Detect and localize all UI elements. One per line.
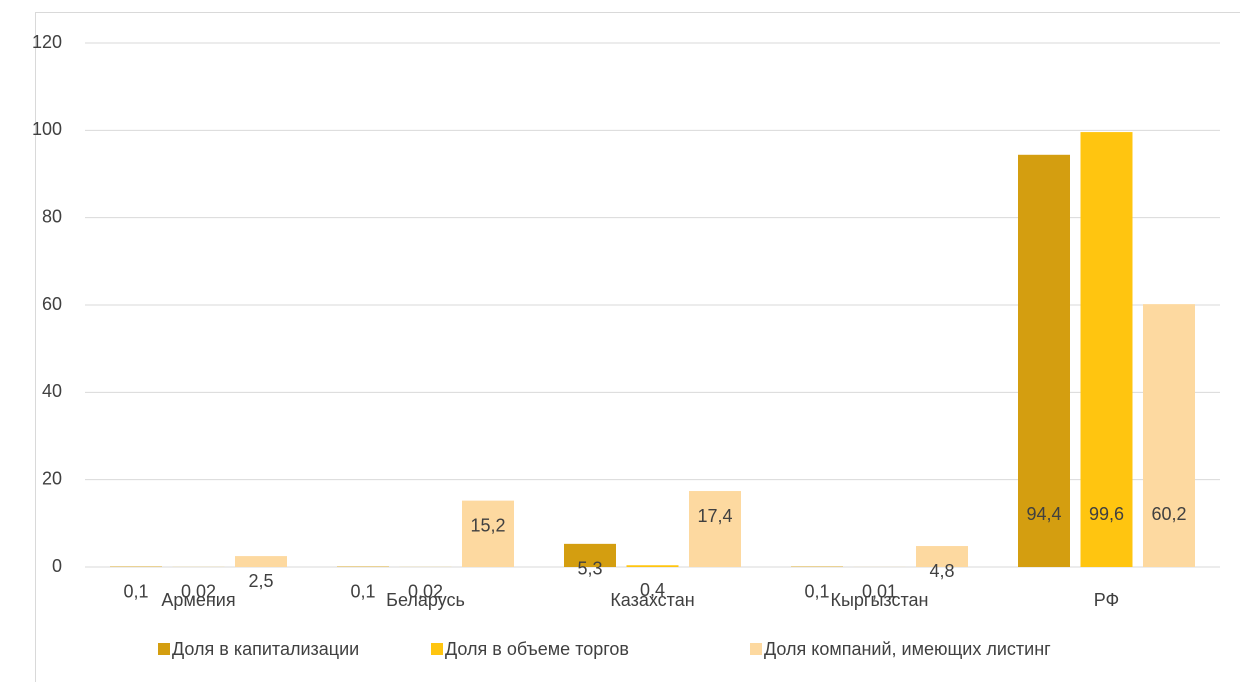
y-tick-label: 100 <box>32 119 62 139</box>
data-label: 17,4 <box>697 506 732 526</box>
y-tick-label: 120 <box>32 32 62 52</box>
data-label: 0,1 <box>350 581 375 601</box>
data-label: 4,8 <box>929 561 954 581</box>
bar <box>689 491 741 567</box>
data-label: 0,02 <box>408 582 443 602</box>
y-tick-label: 80 <box>42 206 62 226</box>
bar <box>235 556 287 567</box>
legend-swatch <box>750 643 762 655</box>
data-label: 15,2 <box>470 515 505 535</box>
legend-label: Доля в объеме торгов <box>445 639 629 659</box>
legend-label: Доля в капитализации <box>172 639 359 659</box>
y-tick-label: 60 <box>42 294 62 314</box>
bar <box>627 565 679 567</box>
bar <box>1081 132 1133 567</box>
data-label: 94,4 <box>1026 504 1061 524</box>
data-label: 5,3 <box>577 559 602 579</box>
legend-swatch <box>431 643 443 655</box>
data-label: 0,4 <box>640 580 665 600</box>
data-label: 0,1 <box>804 581 829 601</box>
data-label: 60,2 <box>1151 504 1186 524</box>
data-label: 0,01 <box>862 582 897 602</box>
y-tick-label: 20 <box>42 468 62 488</box>
data-label: 2,5 <box>248 571 273 591</box>
legend-label: Доля компаний, имеющих листинг <box>764 639 1051 659</box>
x-tick-label: РФ <box>1094 590 1120 610</box>
data-label: 0,1 <box>123 581 148 601</box>
y-tick-label: 0 <box>52 556 62 576</box>
data-label: 99,6 <box>1089 504 1124 524</box>
bar <box>1143 304 1195 567</box>
legend-swatch <box>158 643 170 655</box>
y-tick-label: 40 <box>42 381 62 401</box>
data-label: 0,02 <box>181 582 216 602</box>
